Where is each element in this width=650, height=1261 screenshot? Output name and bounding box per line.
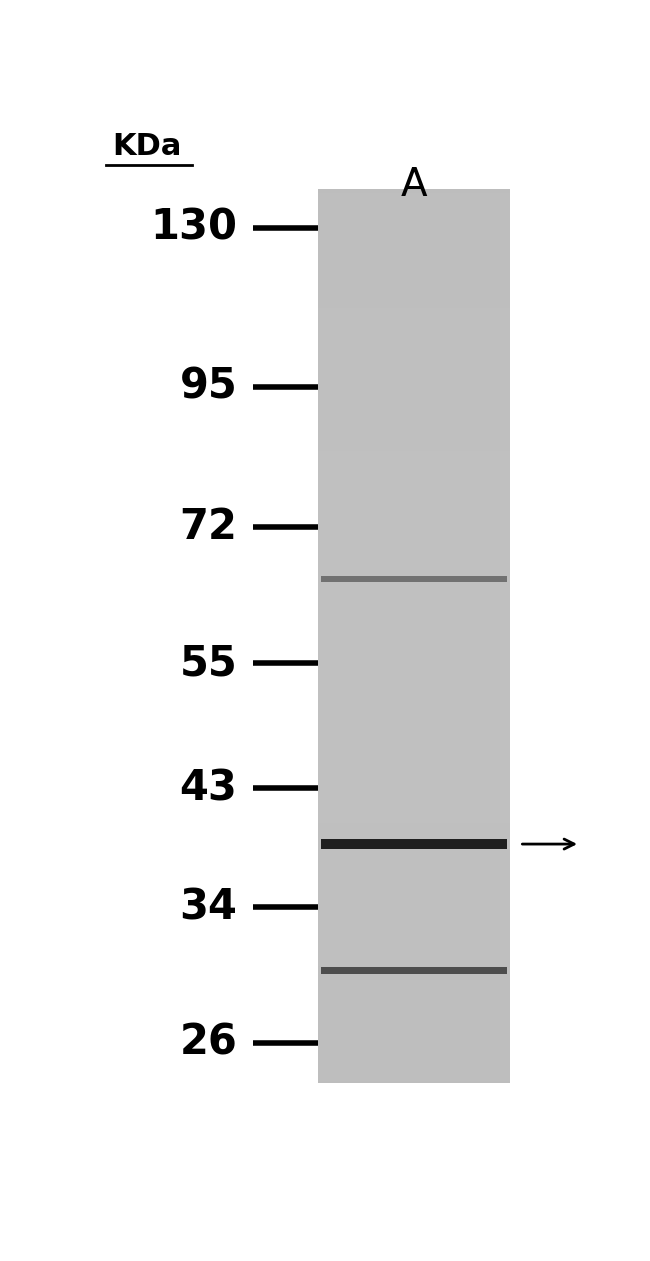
Bar (320, 967, 507, 973)
Bar (318, 190, 510, 1083)
Text: 130: 130 (150, 207, 237, 248)
Text: 43: 43 (179, 767, 237, 810)
Bar (320, 839, 507, 850)
Text: 95: 95 (179, 366, 237, 407)
Bar (320, 575, 507, 583)
Text: 72: 72 (179, 506, 237, 549)
Text: A: A (400, 166, 427, 204)
Text: 55: 55 (179, 642, 237, 685)
Text: 26: 26 (179, 1021, 237, 1064)
Text: 34: 34 (179, 886, 237, 928)
Text: KDa: KDa (112, 132, 181, 161)
